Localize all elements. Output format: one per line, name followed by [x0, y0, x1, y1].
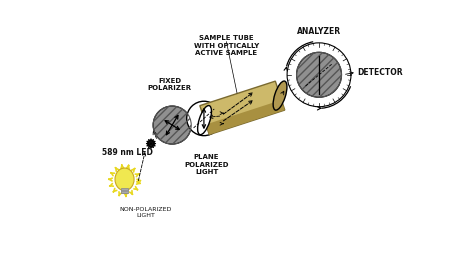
- Text: NON-POLARIZED
LIGHT: NON-POLARIZED LIGHT: [119, 207, 172, 218]
- Text: 589 nm LED: 589 nm LED: [102, 148, 153, 157]
- Circle shape: [187, 101, 221, 136]
- Circle shape: [153, 106, 191, 144]
- Polygon shape: [206, 100, 285, 135]
- Ellipse shape: [198, 106, 211, 135]
- Text: DETECTOR: DETECTOR: [357, 68, 403, 77]
- Ellipse shape: [115, 168, 134, 190]
- Text: ANALYZER: ANALYZER: [297, 27, 341, 36]
- Circle shape: [297, 52, 342, 97]
- Polygon shape: [200, 81, 285, 135]
- Circle shape: [287, 43, 351, 107]
- FancyBboxPatch shape: [121, 188, 128, 193]
- Text: PLANE
POLARIZED
LIGHT: PLANE POLARIZED LIGHT: [184, 154, 229, 175]
- Text: FIXED
POLARIZER: FIXED POLARIZER: [147, 78, 191, 92]
- Ellipse shape: [273, 81, 287, 110]
- Text: SAMPLE TUBE
WITH OPTICALLY
ACTIVE SAMPLE: SAMPLE TUBE WITH OPTICALLY ACTIVE SAMPLE: [194, 35, 259, 56]
